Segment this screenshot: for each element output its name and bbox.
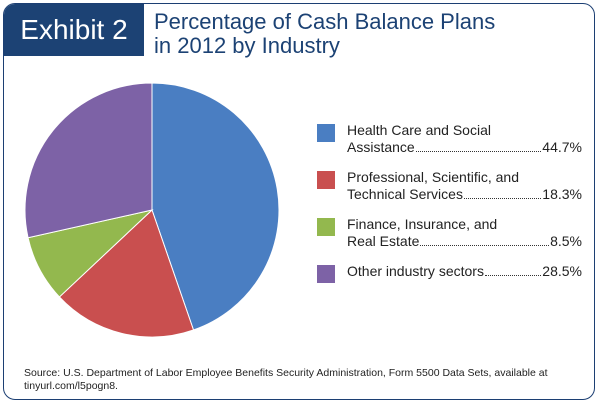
legend-value-line: Real Estate 8.5% <box>347 233 582 250</box>
legend-item: Other industry sectors 28.5% <box>317 263 582 283</box>
legend-leader-dots <box>420 245 550 246</box>
legend-value-line: Other industry sectors 28.5% <box>347 263 582 280</box>
chart-title-line2: in 2012 by Industry <box>154 33 340 58</box>
pie-slice <box>58 209 195 338</box>
legend-label-line2: Real Estate <box>347 233 420 249</box>
legend-label-line1: Health Care and Social <box>347 122 491 138</box>
legend-value-line: Assistance 44.7% <box>347 139 582 156</box>
legend-label-line1: Professional, Scientific, and <box>347 169 519 185</box>
source-line2: tinyurl.com/l5pogn8. <box>24 380 118 392</box>
legend-value: 44.7% <box>542 139 582 155</box>
source-note: Source: U.S. Department of Labor Employe… <box>24 367 584 393</box>
legend-item: Health Care and Social Assistance 44.7% <box>317 122 582 156</box>
legend-value-line: Technical Services 18.3% <box>347 186 582 203</box>
legend-swatch <box>317 171 335 189</box>
legend-value: 8.5% <box>550 233 582 249</box>
legend-swatch <box>317 265 335 283</box>
legend-label-line1: Finance, Insurance, and <box>347 216 498 232</box>
exhibit-frame: Exhibit 2 Percentage of Cash Balance Pla… <box>3 3 595 400</box>
legend-leader-dots <box>484 275 542 276</box>
pie-chart <box>24 82 280 338</box>
chart-title: Percentage of Cash Balance Plans in 2012… <box>154 10 584 58</box>
chart-title-line1: Percentage of Cash Balance Plans <box>154 9 496 34</box>
pie-slice <box>24 82 153 239</box>
legend-value: 18.3% <box>542 186 582 202</box>
legend-swatch <box>317 218 335 236</box>
source-line1: Source: U.S. Department of Labor Employe… <box>24 367 548 379</box>
legend-label-line2: Technical Services <box>347 186 463 202</box>
chart-legend: Health Care and Social Assistance 44.7% Pro… <box>317 122 582 293</box>
exhibit-label: Exhibit 2 <box>4 4 144 56</box>
legend-item: Finance, Insurance, and Real Estate 8.5% <box>317 216 582 250</box>
legend-leader-dots <box>415 151 542 152</box>
pie-slice <box>151 82 280 331</box>
legend-leader-dots <box>463 198 542 199</box>
legend-item: Professional, Scientific, and Technical S… <box>317 169 582 203</box>
legend-label-line2: Other industry sectors <box>347 263 484 279</box>
legend-swatch <box>317 124 335 142</box>
legend-value: 28.5% <box>542 263 582 279</box>
legend-label-line2: Assistance <box>347 139 415 155</box>
